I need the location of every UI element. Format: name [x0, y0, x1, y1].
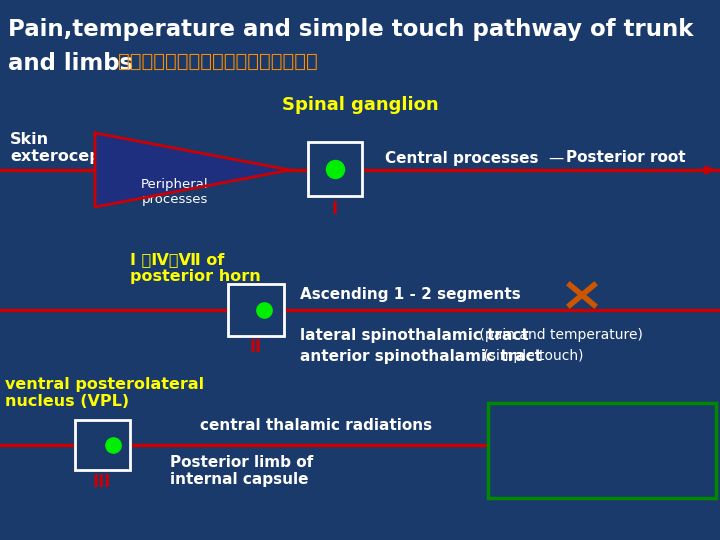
Text: ventral posterolateral
nucleus (VPL): ventral posterolateral nucleus (VPL): [5, 377, 204, 409]
Bar: [75, 420, 130, 470]
Text: Peripheral
processes: Peripheral processes: [141, 178, 209, 206]
Text: Posterior limb of
internal capsule: Posterior limb of internal capsule: [170, 455, 313, 488]
Text: (pain and temperature): (pain and temperature): [475, 328, 643, 342]
Text: lateral spinothalamic tract: lateral spinothalamic tract: [300, 328, 528, 343]
Text: Ascending 1 - 2 segments: Ascending 1 - 2 segments: [300, 287, 521, 302]
Text: I 、Ⅳ、Ⅶ of
posterior horn: I 、Ⅳ、Ⅶ of posterior horn: [130, 252, 261, 284]
Text: Skin
exteroceptor: Skin exteroceptor: [10, 132, 127, 164]
Text: central thalamic radiations: central thalamic radiations: [200, 417, 432, 433]
Text: I: I: [332, 200, 338, 218]
Text: —: —: [548, 151, 563, 165]
Text: Central processes: Central processes: [385, 151, 539, 165]
Bar: [308, 142, 362, 196]
Text: Spinal ganglion: Spinal ganglion: [282, 96, 438, 114]
Text: Pain,temperature and simple touch pathway of trunk: Pain,temperature and simple touch pathwa…: [8, 18, 693, 41]
Text: 躯干四肢的痛温觉和粗略触觉传导通路: 躯干四肢的痛温觉和粗略触觉传导通路: [118, 52, 318, 71]
Text: II: II: [250, 338, 262, 356]
Bar: [488, 403, 716, 498]
Text: III: III: [93, 473, 111, 491]
Text: supeior 2/3 of posterior
gyrus and posterior part
of the paracentral lobule: supeior 2/3 of posterior gyrus and poste…: [508, 429, 696, 471]
Bar: [228, 284, 284, 336]
Polygon shape: [95, 133, 290, 207]
Text: and limbs: and limbs: [8, 52, 141, 75]
Text: anterior spinothalamic tract: anterior spinothalamic tract: [300, 349, 542, 364]
Text: (simple touch): (simple touch): [479, 349, 583, 363]
Text: Posterior root: Posterior root: [566, 151, 685, 165]
